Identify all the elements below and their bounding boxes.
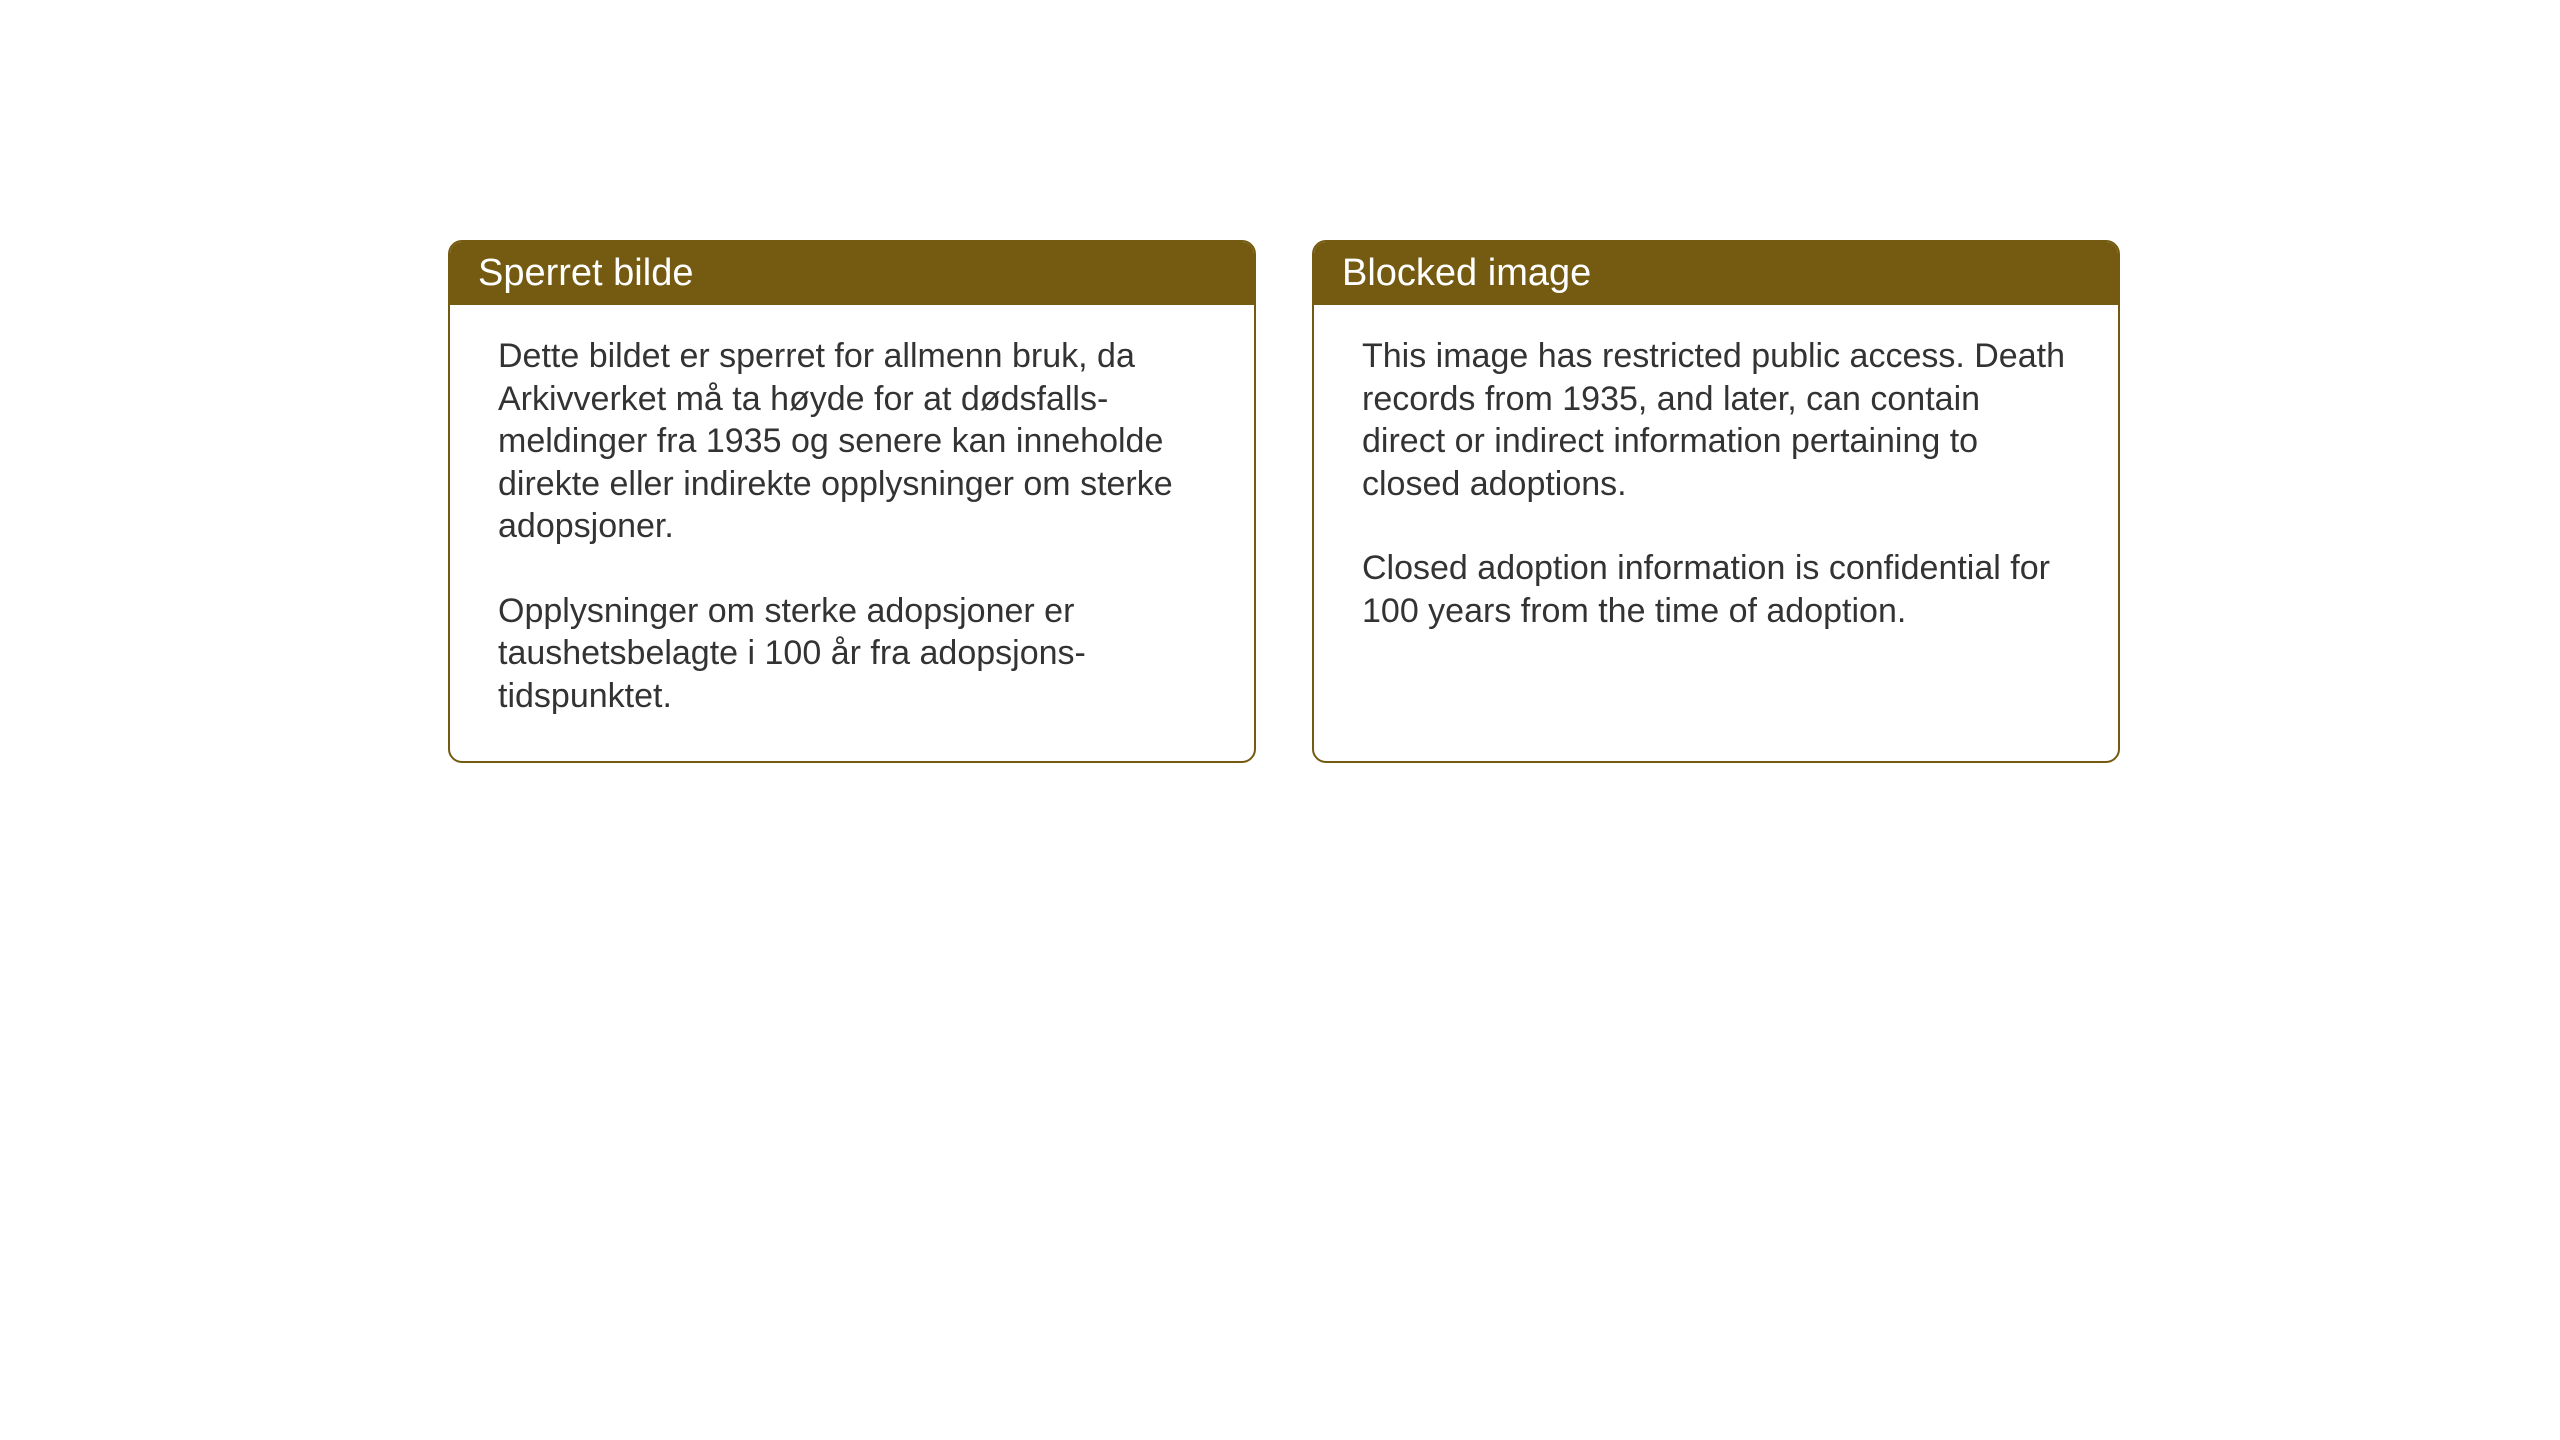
card-header-english: Blocked image [1314,242,2118,305]
card-paragraph-2-english: Closed adoption information is confident… [1362,547,2070,632]
notice-card-norwegian: Sperret bilde Dette bildet er sperret fo… [448,240,1256,763]
card-title-english: Blocked image [1342,252,1591,294]
card-paragraph-1-norwegian: Dette bildet er sperret for allmenn bruk… [498,335,1206,548]
card-body-norwegian: Dette bildet er sperret for allmenn bruk… [450,305,1254,761]
card-body-english: This image has restricted public access.… [1314,305,2118,752]
card-paragraph-2-norwegian: Opplysninger om sterke adopsjoner er tau… [498,590,1206,718]
card-header-norwegian: Sperret bilde [450,242,1254,305]
card-title-norwegian: Sperret bilde [478,252,693,294]
notice-container: Sperret bilde Dette bildet er sperret fo… [448,240,2120,763]
card-paragraph-1-english: This image has restricted public access.… [1362,335,2070,505]
notice-card-english: Blocked image This image has restricted … [1312,240,2120,763]
